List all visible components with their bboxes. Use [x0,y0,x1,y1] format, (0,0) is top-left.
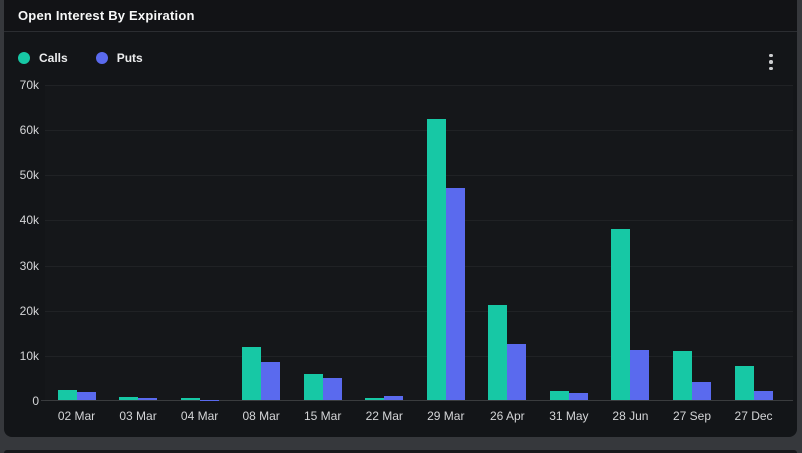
calls-bar-28-jun[interactable] [611,228,631,400]
gridline [45,355,793,357]
puts-bar-03-mar[interactable] [138,397,158,400]
gridline [45,220,793,222]
calls-bar-27-dec[interactable] [734,365,754,400]
y-axis-tick-label: 40k [19,213,39,228]
plot-area: 02 Mar 03 Mar 04 Mar 08 Mar 15 Mar 22 Mar 29 M… [41,85,793,423]
y-axis-tick-label: 20k [19,303,39,318]
chart-legend: Calls Puts [18,51,143,65]
x-axis-label: 15 Mar [304,409,342,423]
gridline [45,265,793,267]
gridline [45,175,793,177]
x-axis-label: 29 Mar [427,409,465,423]
x-axis-label: 26 Apr [489,409,525,423]
x-axis-label: 02 Mar [57,409,96,423]
calls-bar-31-may[interactable] [549,391,569,400]
calls-bar-26-apr[interactable] [488,305,508,400]
calls-bar-04-mar[interactable] [180,398,200,400]
legend-label-puts: Puts [116,51,143,65]
calls-bar-08-mar[interactable] [242,346,262,400]
y-axis-tick-label: 0 [32,394,39,408]
puts-legend-dot-icon [95,52,108,64]
puts-bar-31-may[interactable] [568,392,588,400]
kebab-dot-icon [769,66,773,71]
puts-bar-29-mar[interactable] [445,187,465,400]
x-axis-label: 28 Jun [612,409,649,423]
puts-bar-04-mar[interactable] [199,399,219,400]
calls-bar-29-mar[interactable] [426,118,446,400]
gridline [45,130,793,132]
open-interest-bar-chart: 70k 60k 50k 40k 30k 20k 10k 0 02 Mar 03 Mar 04 Ma… [4,0,797,437]
calls-bar-22-mar[interactable] [365,398,385,400]
x-axis-label: 31 May [549,409,589,423]
puts-bar-28-jun[interactable] [630,350,650,400]
next-card-top-edge [4,450,797,453]
x-axis-label: 22 Mar [365,409,403,423]
gridline [45,310,793,312]
puts-bar-27-dec[interactable] [753,390,773,400]
card-title: Open Interest By Expiration [18,8,195,23]
open-interest-card: Open Interest By Expiration Calls Puts 7… [4,0,797,437]
puts-bar-26-apr[interactable] [507,344,527,400]
gridline [45,85,793,86]
x-axis-label: 27 Sep [672,409,712,423]
y-axis-tick-label: 30k [19,258,39,273]
puts-bar-02-mar[interactable] [76,391,96,400]
puts-bar-08-mar[interactable] [261,362,281,400]
calls-bar-27-sep[interactable] [673,351,692,400]
card-header: Open Interest By Expiration [4,0,797,32]
y-axis-tick-label: 10k [19,348,39,363]
legend-item-puts[interactable]: Puts [95,51,143,65]
x-axis-label: 04 Mar [180,409,219,423]
kebab-dot-icon [769,60,773,64]
calls-bar-03-mar[interactable] [119,397,139,400]
x-axis-label: 27 Dec [734,409,773,423]
kebab-dot-icon [769,53,773,58]
x-axis-line [41,400,793,401]
puts-bar-22-mar[interactable] [384,396,404,400]
calls-bar-02-mar[interactable] [57,389,77,400]
puts-bar-27-sep[interactable] [692,381,711,400]
calls-legend-dot-icon [18,52,30,64]
x-axis-label: 03 Mar [119,409,157,423]
puts-bar-15-mar[interactable] [322,378,342,400]
legend-label-calls: Calls [39,51,68,65]
y-axis-tick-label: 60k [19,123,39,138]
y-axis-tick-label: 70k [19,78,39,92]
calls-bar-15-mar[interactable] [303,373,323,400]
kebab-menu-button[interactable] [760,49,782,75]
y-axis-tick-label: 50k [19,168,39,183]
legend-item-calls[interactable]: Calls [18,51,68,65]
x-axis-label: 08 Mar [242,409,280,423]
